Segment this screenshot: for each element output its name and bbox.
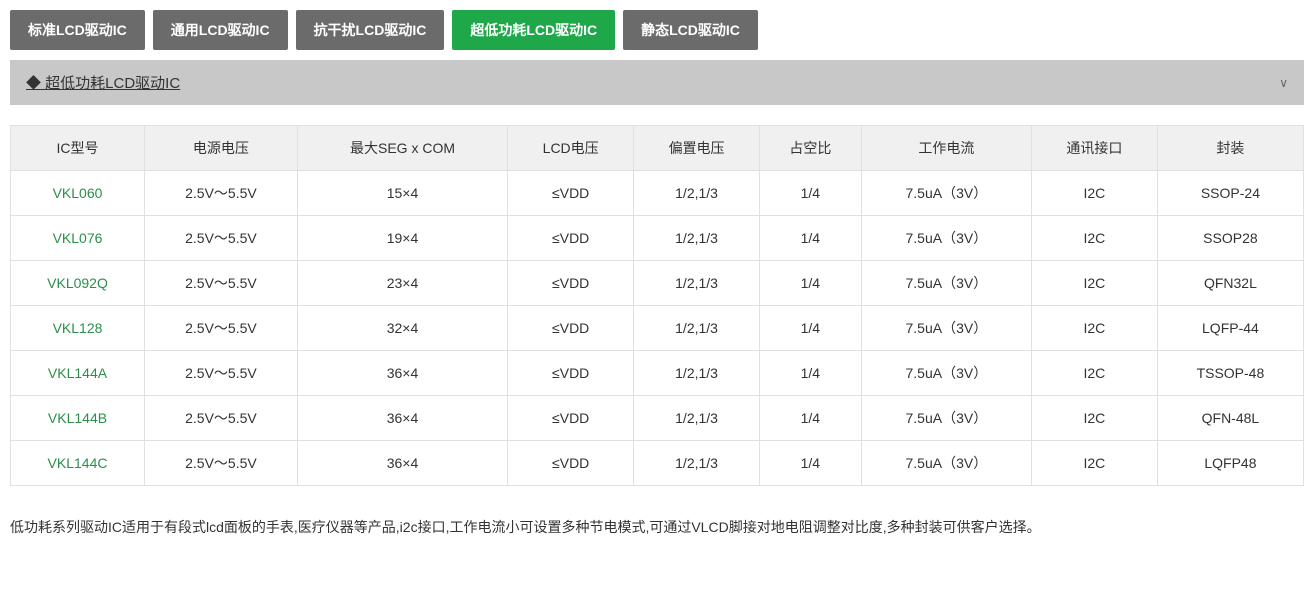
table-cell: SSOP28 — [1157, 216, 1303, 261]
table-row: VKL144C2.5V～5.5V36×4≤VDD1/2,1/31/47.5uA（… — [11, 441, 1304, 486]
chevron-down-icon: ∨ — [1279, 76, 1288, 90]
table-cell: 1/4 — [760, 171, 862, 216]
table-cell: 1/4 — [760, 351, 862, 396]
table-cell: 2.5V～5.5V — [145, 441, 298, 486]
column-header: 最大SEG x COM — [297, 126, 507, 171]
table-cell: ≤VDD — [508, 441, 634, 486]
table-row: VKL092Q2.5V～5.5V23×4≤VDD1/2,1/31/47.5uA（… — [11, 261, 1304, 306]
table-cell: I2C — [1031, 261, 1157, 306]
column-header: 占空比 — [760, 126, 862, 171]
column-header: IC型号 — [11, 126, 145, 171]
table-cell: 7.5uA（3V） — [861, 216, 1031, 261]
column-header: 通讯接口 — [1031, 126, 1157, 171]
table-cell: ≤VDD — [508, 261, 634, 306]
table-row: VKL0602.5V～5.5V15×4≤VDD1/2,1/31/47.5uA（3… — [11, 171, 1304, 216]
table-row: VKL0762.5V～5.5V19×4≤VDD1/2,1/31/47.5uA（3… — [11, 216, 1304, 261]
table-cell: TSSOP-48 — [1157, 351, 1303, 396]
table-cell: ≤VDD — [508, 306, 634, 351]
table-body: VKL0602.5V～5.5V15×4≤VDD1/2,1/31/47.5uA（3… — [11, 171, 1304, 486]
table-cell: 36×4 — [297, 441, 507, 486]
table-cell: 1/4 — [760, 441, 862, 486]
table-cell: 15×4 — [297, 171, 507, 216]
table-cell: 2.5V～5.5V — [145, 171, 298, 216]
product-table: IC型号电源电压最大SEG x COMLCD电压偏置电压占空比工作电流通讯接口封… — [10, 125, 1304, 486]
table-cell: QFN-48L — [1157, 396, 1303, 441]
column-header: 偏置电压 — [634, 126, 760, 171]
column-header: 工作电流 — [861, 126, 1031, 171]
table-cell: QFN32L — [1157, 261, 1303, 306]
tab-3[interactable]: 超低功耗LCD驱动IC — [452, 10, 615, 50]
table-cell: 2.5V～5.5V — [145, 261, 298, 306]
table-cell: I2C — [1031, 396, 1157, 441]
table-cell: ≤VDD — [508, 351, 634, 396]
description-text: 低功耗系列驱动IC适用于有段式lcd面板的手表,医疗仪器等产品,i2c接口,工作… — [10, 516, 1304, 538]
table-row: VKL144B2.5V～5.5V36×4≤VDD1/2,1/31/47.5uA（… — [11, 396, 1304, 441]
table-cell: 1/2,1/3 — [634, 216, 760, 261]
accordion-header[interactable]: ◆ 超低功耗LCD驱动IC ∨ — [10, 60, 1304, 105]
table-cell: 32×4 — [297, 306, 507, 351]
table-cell: I2C — [1031, 306, 1157, 351]
table-cell: LQFP48 — [1157, 441, 1303, 486]
table-cell: I2C — [1031, 441, 1157, 486]
model-link[interactable]: VKL060 — [11, 171, 145, 216]
table-cell: 1/4 — [760, 261, 862, 306]
accordion-title: ◆ 超低功耗LCD驱动IC — [26, 72, 180, 93]
table-cell: 7.5uA（3V） — [861, 441, 1031, 486]
table-cell: ≤VDD — [508, 171, 634, 216]
table-cell: I2C — [1031, 216, 1157, 261]
table-cell: 7.5uA（3V） — [861, 171, 1031, 216]
tab-4[interactable]: 静态LCD驱动IC — [623, 10, 758, 50]
model-link[interactable]: VKL144A — [11, 351, 145, 396]
table-cell: I2C — [1031, 351, 1157, 396]
table-cell: 1/4 — [760, 396, 862, 441]
table-cell: 1/2,1/3 — [634, 441, 760, 486]
table-cell: 1/2,1/3 — [634, 306, 760, 351]
table-cell: 7.5uA（3V） — [861, 396, 1031, 441]
table-cell: ≤VDD — [508, 216, 634, 261]
column-header: 电源电压 — [145, 126, 298, 171]
table-cell: 7.5uA（3V） — [861, 306, 1031, 351]
table-cell: 1/2,1/3 — [634, 171, 760, 216]
tab-1[interactable]: 通用LCD驱动IC — [153, 10, 288, 50]
table-cell: 1/2,1/3 — [634, 396, 760, 441]
model-link[interactable]: VKL144B — [11, 396, 145, 441]
table-cell: 1/4 — [760, 306, 862, 351]
table-row: VKL144A2.5V～5.5V36×4≤VDD1/2,1/31/47.5uA（… — [11, 351, 1304, 396]
table-cell: 2.5V～5.5V — [145, 306, 298, 351]
table-cell: 1/2,1/3 — [634, 351, 760, 396]
table-cell: I2C — [1031, 171, 1157, 216]
table-cell: 23×4 — [297, 261, 507, 306]
table-cell: ≤VDD — [508, 396, 634, 441]
table-cell: 36×4 — [297, 351, 507, 396]
table-cell: 19×4 — [297, 216, 507, 261]
table-cell: 7.5uA（3V） — [861, 261, 1031, 306]
table-header-row: IC型号电源电压最大SEG x COMLCD电压偏置电压占空比工作电流通讯接口封… — [11, 126, 1304, 171]
table-cell: LQFP-44 — [1157, 306, 1303, 351]
table-cell: SSOP-24 — [1157, 171, 1303, 216]
model-link[interactable]: VKL128 — [11, 306, 145, 351]
table-cell: 2.5V～5.5V — [145, 216, 298, 261]
column-header: LCD电压 — [508, 126, 634, 171]
column-header: 封装 — [1157, 126, 1303, 171]
table-cell: 2.5V～5.5V — [145, 396, 298, 441]
table-cell: 36×4 — [297, 396, 507, 441]
model-link[interactable]: VKL076 — [11, 216, 145, 261]
table-cell: 7.5uA（3V） — [861, 351, 1031, 396]
tab-2[interactable]: 抗干扰LCD驱动IC — [296, 10, 445, 50]
model-link[interactable]: VKL092Q — [11, 261, 145, 306]
table-row: VKL1282.5V～5.5V32×4≤VDD1/2,1/31/47.5uA（3… — [11, 306, 1304, 351]
table-cell: 1/4 — [760, 216, 862, 261]
table-cell: 2.5V～5.5V — [145, 351, 298, 396]
table-cell: 1/2,1/3 — [634, 261, 760, 306]
tab-0[interactable]: 标准LCD驱动IC — [10, 10, 145, 50]
category-tabs: 标准LCD驱动IC通用LCD驱动IC抗干扰LCD驱动IC超低功耗LCD驱动IC静… — [10, 10, 1304, 50]
model-link[interactable]: VKL144C — [11, 441, 145, 486]
